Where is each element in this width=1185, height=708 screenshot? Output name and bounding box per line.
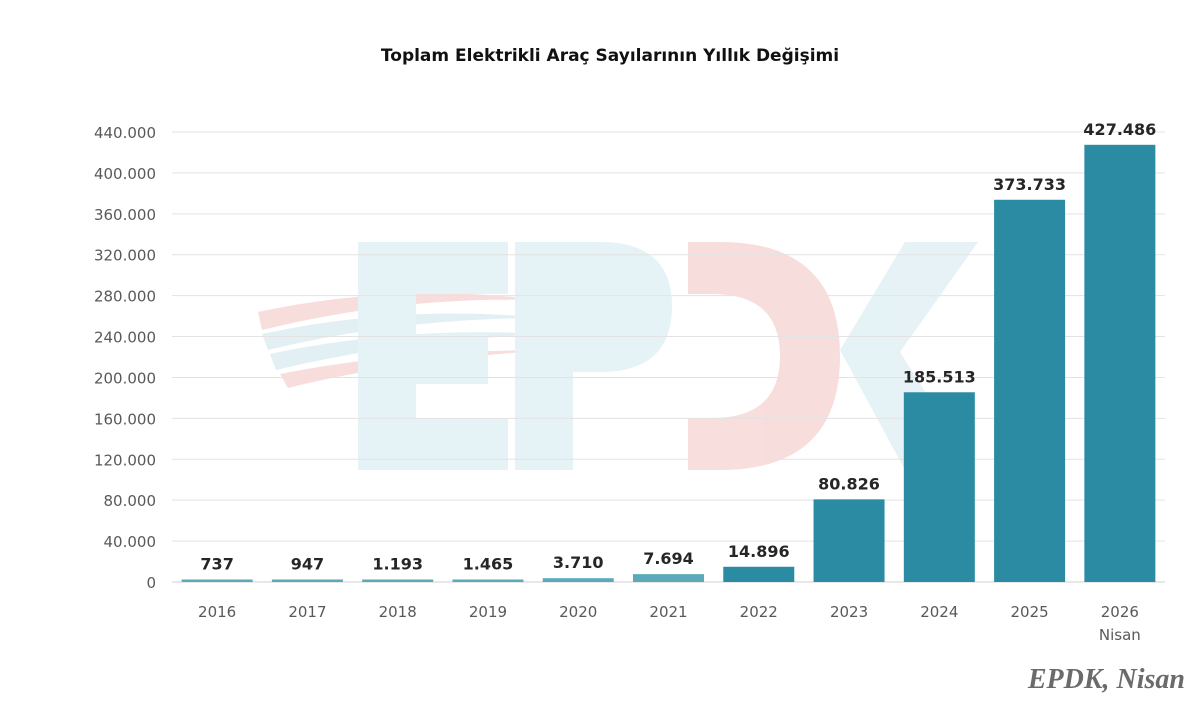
x-tick-label: 2024 <box>920 603 958 621</box>
data-label: 3.710 <box>553 553 604 572</box>
x-tick-label: 2016 <box>198 603 236 621</box>
y-tick-label: 0 <box>146 574 156 592</box>
data-label: 185.513 <box>903 367 976 386</box>
x-tick-sublabel: Nisan <box>1099 626 1141 644</box>
x-tick-label: 2022 <box>740 603 778 621</box>
y-tick-label: 80.000 <box>104 492 157 510</box>
data-label: 737 <box>200 555 233 574</box>
bar <box>903 392 975 582</box>
bar <box>723 566 795 582</box>
data-label: 427.486 <box>1083 120 1156 139</box>
y-tick-label: 240.000 <box>94 329 156 347</box>
data-label: 373.733 <box>993 175 1066 194</box>
bar <box>542 578 614 582</box>
x-tick-label: 2020 <box>559 603 597 621</box>
x-tick-label: 2026 <box>1101 603 1139 621</box>
epdk-watermark-logo <box>258 242 978 470</box>
x-tick-label: 2021 <box>649 603 687 621</box>
y-tick-label: 440.000 <box>94 124 156 142</box>
y-tick-label: 160.000 <box>94 410 156 428</box>
data-label: 947 <box>291 555 324 574</box>
data-label: 1.465 <box>463 555 514 574</box>
bar <box>813 499 885 582</box>
bar <box>452 579 524 582</box>
bar <box>271 579 343 582</box>
y-tick-label: 360.000 <box>94 206 156 224</box>
bar <box>181 579 253 582</box>
x-tick-label: 2018 <box>379 603 417 621</box>
x-tick-label: 2025 <box>1010 603 1048 621</box>
bar <box>362 579 434 582</box>
x-tick-label: 2017 <box>288 603 326 621</box>
bar <box>1084 144 1156 583</box>
chart-title: Toplam Elektrikli Araç Sayılarının Yıllı… <box>380 46 840 66</box>
y-tick-label: 40.000 <box>104 533 157 551</box>
y-tick-label: 280.000 <box>94 288 156 306</box>
bar <box>633 574 704 582</box>
source-note: EPDK, Nisan <box>1027 664 1185 695</box>
x-tick-label: 2019 <box>469 603 507 621</box>
data-label: 1.193 <box>372 555 423 574</box>
data-label: 80.826 <box>818 474 880 493</box>
x-tick-label: 2023 <box>830 603 868 621</box>
y-tick-label: 120.000 <box>94 451 156 469</box>
y-tick-label: 400.000 <box>94 165 156 183</box>
data-label: 7.694 <box>643 549 694 568</box>
y-tick-label: 200.000 <box>94 369 156 387</box>
y-tick-label: 320.000 <box>94 247 156 265</box>
data-label: 14.896 <box>728 542 790 561</box>
bar <box>994 199 1066 582</box>
